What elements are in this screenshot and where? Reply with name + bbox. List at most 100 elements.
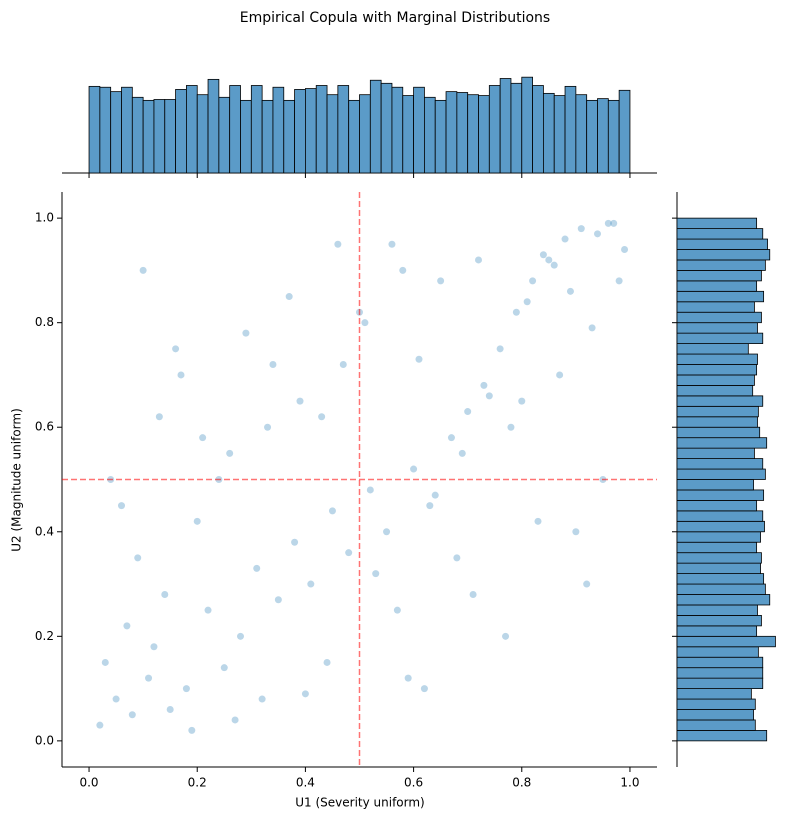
right-hist-bar bbox=[676, 353, 758, 365]
right-hist-bar bbox=[676, 364, 758, 376]
scatter-point bbox=[242, 329, 250, 337]
right-hist-bar bbox=[676, 594, 771, 606]
top-hist-bar bbox=[250, 85, 263, 174]
right-hist-bar bbox=[676, 332, 764, 344]
right-hist-bar bbox=[676, 510, 764, 522]
scatter-point bbox=[112, 695, 120, 703]
top-hist-bar bbox=[564, 85, 577, 174]
scatter-point bbox=[172, 345, 180, 353]
scatter-point bbox=[118, 502, 125, 510]
top-hist-bar bbox=[175, 89, 187, 174]
top-hist-bar bbox=[402, 95, 414, 174]
scatter-point bbox=[420, 685, 428, 693]
scatter-point bbox=[161, 591, 169, 598]
right-hist-bar bbox=[676, 249, 771, 261]
right-hist-bar bbox=[676, 552, 762, 564]
scatter-point bbox=[334, 240, 342, 248]
x-tick-label: 0.6 bbox=[404, 776, 423, 790]
x-tick-label: 0.8 bbox=[512, 776, 531, 790]
scatter-point bbox=[502, 632, 510, 640]
right-hist-bar bbox=[676, 458, 764, 470]
scatter-point bbox=[518, 397, 526, 405]
scatter-point bbox=[475, 256, 482, 264]
y-tick-label: 0.4 bbox=[35, 524, 54, 538]
right-hist-bar bbox=[676, 730, 768, 742]
scatter-point bbox=[188, 726, 196, 734]
scatter-point bbox=[361, 319, 369, 327]
scatter-point bbox=[264, 423, 272, 431]
top-hist-bar bbox=[445, 91, 458, 174]
right-hist-bar bbox=[676, 426, 761, 439]
scatter-point bbox=[534, 517, 542, 525]
top-hist-bar bbox=[424, 96, 436, 174]
top-hist-bar bbox=[467, 94, 479, 174]
top-hist-bar bbox=[337, 85, 350, 174]
right-hist-bar bbox=[676, 698, 756, 710]
chart-title: Empirical Copula with Marginal Distribut… bbox=[240, 10, 550, 26]
scatter-point bbox=[453, 554, 461, 562]
top-hist-bar bbox=[532, 85, 544, 174]
top-hist-bar bbox=[294, 89, 306, 174]
scatter-point bbox=[345, 549, 353, 557]
top-hist-bar bbox=[164, 99, 176, 174]
scatter-point bbox=[383, 528, 391, 536]
scatter-point bbox=[301, 690, 309, 698]
top-hist-bar bbox=[597, 98, 609, 174]
scatter-point bbox=[182, 685, 190, 693]
top-hist-bar bbox=[261, 99, 274, 174]
right-hist-bar bbox=[676, 541, 758, 554]
top-hist-bar bbox=[369, 79, 382, 174]
right-hist-bar bbox=[676, 635, 776, 648]
right-hist-bar bbox=[676, 688, 752, 700]
scatter-point bbox=[561, 235, 569, 243]
top-hist-bar bbox=[99, 86, 112, 174]
scatter-point bbox=[101, 658, 109, 666]
top-hist-bar bbox=[283, 99, 295, 174]
top-hist-bar bbox=[196, 94, 209, 174]
right-hist-bar bbox=[676, 468, 766, 480]
right-hist-bar bbox=[676, 447, 755, 459]
top-hist-bar bbox=[380, 82, 393, 174]
right-hist-bar bbox=[676, 217, 758, 229]
x-tick-label: 1.0 bbox=[620, 776, 639, 790]
scatter-point bbox=[166, 706, 174, 713]
top-hist-bar bbox=[229, 85, 241, 174]
top-hist-bar bbox=[186, 85, 198, 174]
top-hist-bar bbox=[153, 99, 166, 174]
top-hist-bar bbox=[218, 96, 231, 174]
scatter-point bbox=[155, 413, 163, 421]
right-hist-bar bbox=[676, 270, 762, 282]
scatter-point bbox=[410, 465, 418, 473]
scatter-point bbox=[388, 240, 396, 248]
top-hist-bar bbox=[142, 99, 155, 174]
right-hist-bar bbox=[676, 677, 764, 689]
scatter-point bbox=[621, 246, 629, 253]
scatter-point bbox=[339, 361, 347, 368]
right-hist-bar bbox=[676, 615, 762, 627]
top-hist-bar bbox=[391, 86, 404, 174]
scatter-point bbox=[583, 580, 591, 588]
right-hist-bar bbox=[676, 531, 761, 543]
right-hist-bar bbox=[676, 667, 764, 679]
scatter-point bbox=[545, 256, 553, 264]
right-hist-bar bbox=[676, 238, 768, 250]
scatter-point bbox=[594, 230, 601, 238]
scatter-point bbox=[469, 591, 477, 598]
y-tick-label: 0.0 bbox=[35, 733, 54, 747]
right-hist-bar bbox=[676, 301, 755, 313]
scatter-point bbox=[485, 392, 493, 400]
right-hist-bar bbox=[676, 604, 758, 616]
top-hist-bar bbox=[510, 82, 523, 174]
scatter-point bbox=[480, 381, 488, 389]
scatter-point bbox=[177, 371, 185, 379]
top-hist-bar bbox=[521, 76, 533, 174]
scatter-point bbox=[610, 219, 618, 227]
top-hist-bar bbox=[413, 86, 425, 174]
scatter-point bbox=[323, 658, 331, 666]
top-hist-bar bbox=[553, 95, 566, 174]
y-tick-label: 0.8 bbox=[35, 315, 54, 329]
right-hist-bar bbox=[676, 719, 756, 731]
top-hist-bar bbox=[607, 99, 620, 174]
top-hist-bar bbox=[478, 95, 490, 174]
scatter-point bbox=[296, 397, 304, 405]
